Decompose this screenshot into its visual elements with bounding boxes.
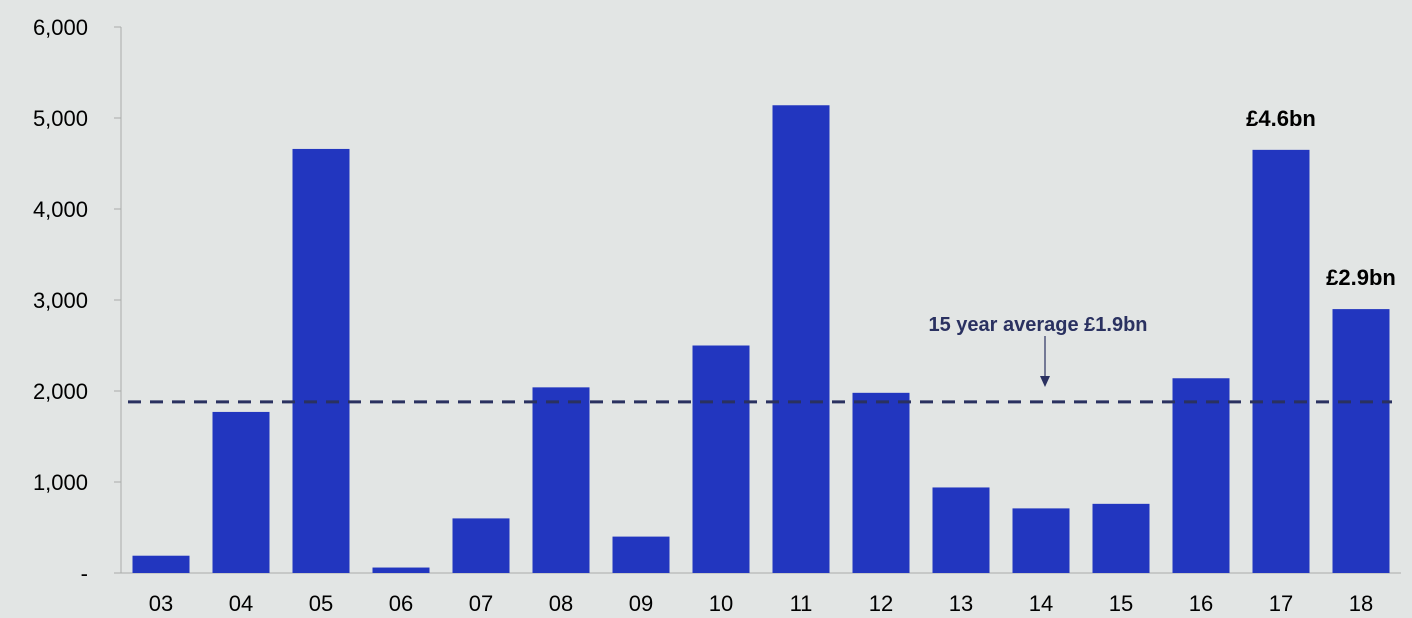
- average-line-group: 15 year average £1.9bn: [128, 314, 1392, 404]
- x-tick-label: 17: [1269, 591, 1293, 616]
- bar-04: [212, 411, 270, 573]
- bar-13: [932, 487, 990, 573]
- x-tick-label: 07: [469, 591, 493, 616]
- average-label: 15 year average £1.9bn: [928, 314, 1147, 336]
- bar-10: [692, 345, 750, 573]
- y-tick-label: 2,000: [33, 379, 88, 404]
- x-tick-label: 11: [790, 591, 813, 616]
- bar-03: [132, 555, 190, 573]
- bars: [132, 105, 1390, 573]
- y-tick-label: 5,000: [33, 106, 88, 131]
- y-tick-label: 4,000: [33, 197, 88, 222]
- bar-15: [1092, 503, 1150, 573]
- x-tick-label: 05: [309, 591, 333, 616]
- y-tick-label: 6,000: [33, 15, 88, 40]
- bar-16: [1172, 378, 1230, 573]
- x-tick-label: 10: [709, 591, 733, 616]
- x-tick-label: 16: [1189, 591, 1213, 616]
- x-tick-label: 04: [229, 591, 253, 616]
- bar-06: [372, 567, 430, 573]
- bar-11: [772, 105, 830, 573]
- data-label-17: £4.6bn: [1246, 106, 1316, 131]
- y-tick-label: -: [81, 561, 88, 586]
- data-labels: £4.6bn £2.9bn: [1246, 106, 1396, 290]
- bar-07: [452, 518, 510, 573]
- y-tick-label: 1,000: [33, 470, 88, 495]
- bar-05: [292, 148, 350, 573]
- x-tick-label: 15: [1109, 591, 1133, 616]
- average-arrow-head: [1040, 376, 1050, 387]
- x-tick-label: 14: [1029, 591, 1053, 616]
- y-axis: - 1,000 2,000 3,000 4,000 5,000 6,000: [33, 15, 122, 586]
- bar-09: [612, 536, 670, 573]
- bar-17: [1252, 149, 1310, 573]
- bar-18: [1332, 309, 1390, 573]
- bar-08: [532, 387, 590, 573]
- x-tick-label: 08: [549, 591, 573, 616]
- bar-12: [852, 392, 910, 573]
- y-tick-label: 3,000: [33, 288, 88, 313]
- x-axis: 03 04 05 06 07 08 09 10 11 12 13 14 15 16 17 18: [121, 572, 1401, 616]
- x-tick-label: 13: [949, 591, 973, 616]
- x-tick-label: 03: [149, 591, 173, 616]
- bar-14: [1012, 508, 1070, 573]
- x-tick-label: 12: [869, 591, 893, 616]
- x-tick-label: 06: [389, 591, 413, 616]
- x-tick-label: 18: [1349, 591, 1373, 616]
- x-tick-label: 09: [629, 591, 653, 616]
- data-label-18: £2.9bn: [1326, 265, 1396, 290]
